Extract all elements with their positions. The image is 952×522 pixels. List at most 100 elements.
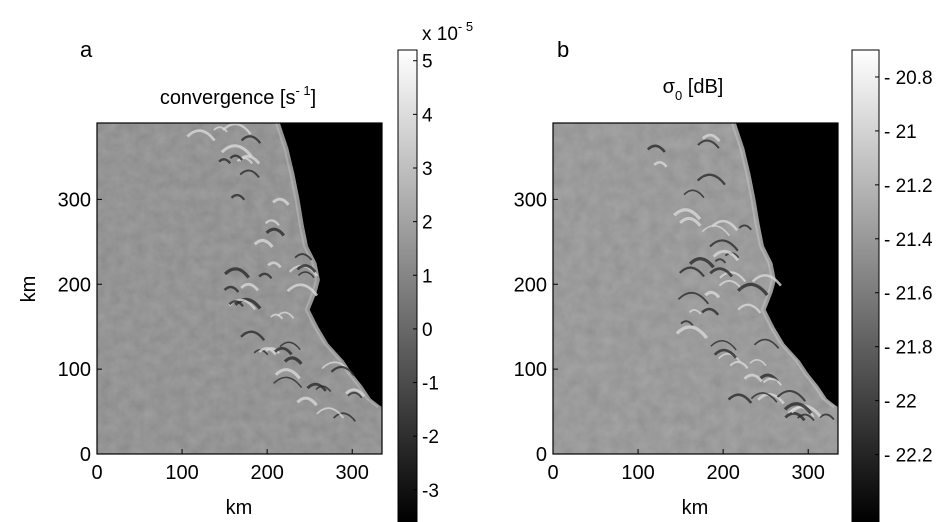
colorbar-tick-label: - 21.8: [884, 338, 933, 359]
coast-band-a: [274, 122, 379, 409]
panel-a-title-sup: - 1: [295, 83, 310, 98]
eddy-streak: [258, 272, 273, 280]
eddy-streak: [347, 392, 363, 399]
eddy-streak: [265, 227, 286, 237]
panel-b-title: σ0 [dB]: [663, 76, 724, 103]
colorbar-tick-label: 4: [422, 105, 433, 126]
eddy-streak: [696, 173, 726, 186]
eddy-streak: [223, 285, 240, 293]
colorbar-tick-label: 2: [422, 213, 433, 234]
eddy-streak: [294, 253, 313, 261]
colorbar-b-ticks: - 20.8 - 21 - 21.2 - 21.4 - 21.6 - 21.8 - 22 - …: [875, 68, 933, 467]
eddy-streak: [186, 129, 216, 142]
colorbar-tick-label: 1: [422, 266, 433, 287]
eddy-streak: [220, 144, 253, 158]
eddy-streak: [738, 224, 752, 231]
y-axis-b: 0 100 200 300: [514, 189, 558, 466]
panel-a-title-close: ]: [311, 87, 317, 109]
x-axis-a: 0 100 200 300: [91, 449, 369, 484]
eddy-streak: [688, 309, 702, 315]
eddy-streak: [718, 280, 743, 290]
colorbar-tick-label: - 22: [884, 392, 917, 413]
eddy-streak: [677, 292, 710, 305]
eddy-streak: [776, 390, 806, 402]
eddy-streak: [762, 377, 782, 386]
x-tick-label: 300: [336, 462, 369, 484]
panel-a-title: convergence [s- 1]: [160, 83, 316, 109]
eddy-streak: [306, 382, 327, 392]
coast-band-b: [730, 122, 835, 409]
eddy-streak: [701, 225, 730, 237]
eddy-streak: [709, 239, 739, 252]
colorbar-a-multiplier-exp: - 5: [458, 19, 473, 34]
plot-area-b: [552, 122, 839, 455]
panel-label-b: b: [557, 37, 569, 62]
eddy-streak: [711, 219, 739, 232]
colorbar-b-gradient: [851, 49, 880, 522]
eddy-streak: [714, 258, 727, 264]
colorbar-a-ticks: 5 4 3 2 1 0 -1 -2 -3: [413, 52, 439, 502]
y-tick-label: 300: [514, 189, 547, 211]
colorbar-b: - 20.8 - 21 - 21.2 - 21.4 - 21.6 - 21.8 - 22 - …: [851, 49, 933, 522]
eddy-streak: [273, 376, 303, 389]
eddy-streak: [750, 392, 778, 403]
colorbar-a-multiplier: x 10- 5: [422, 19, 473, 45]
colorbar-tick-label: - 21: [884, 122, 917, 143]
eddy-streak: [283, 356, 303, 365]
panel-a-title-main: convergence [s: [160, 87, 296, 109]
eddy-streak: [712, 249, 740, 262]
eddy-streak: [737, 303, 762, 314]
eddy-streak: [273, 346, 293, 356]
eddy-streak: [679, 266, 705, 278]
colorbar-tick-label: -2: [422, 427, 439, 448]
eddy-streak: [213, 126, 228, 133]
eddy-streak: [234, 297, 262, 310]
eddy-streak: [701, 307, 720, 316]
y-tick-label: 0: [536, 444, 547, 466]
y-tick-label: 200: [514, 274, 547, 296]
eddy-streak: [784, 412, 806, 422]
panel-label-a: a: [80, 37, 93, 62]
eddy-streak: [264, 219, 280, 227]
panel-b-title-main: σ: [663, 76, 676, 98]
eddy-streak: [296, 396, 318, 407]
eddy-streak: [749, 359, 767, 367]
eddy-streak: [316, 407, 345, 419]
eddy-streak: [267, 261, 282, 269]
eddy-streak: [229, 154, 244, 161]
colorbar-tick-label: -1: [422, 374, 439, 395]
eddy-streak: [796, 413, 815, 422]
eddy-streak: [704, 290, 721, 299]
panel-b-title-sub: 0: [675, 88, 682, 103]
plot-area-a: [96, 122, 383, 455]
eddy-streak: [258, 347, 277, 356]
eddy-streak: [743, 373, 763, 383]
eddy-streak: [709, 267, 734, 278]
eddy-streak: [683, 189, 705, 199]
eddy-streak: [679, 216, 702, 227]
eddy-streak: [240, 330, 266, 341]
eddy-streak: [296, 264, 317, 273]
eddy-streak: [230, 193, 246, 201]
colorbar-tick-label: - 21.6: [884, 284, 933, 305]
x-label-a: km: [226, 497, 253, 519]
eddy-streak: [274, 368, 301, 380]
eddy-streak: [751, 274, 782, 287]
eddy-streak: [222, 123, 252, 135]
eddy-streak: [345, 388, 366, 398]
y-tick-label: 200: [58, 274, 91, 296]
eddy-streak: [286, 283, 319, 297]
eddy-streak: [272, 197, 290, 206]
eddy-streak: [819, 413, 835, 421]
eddy-streak: [315, 385, 332, 393]
eddy-streak: [737, 282, 769, 297]
eddy-features-a: [186, 123, 366, 422]
colorbar-tick-label: 3: [422, 159, 433, 180]
eddy-streak: [787, 406, 815, 418]
panel-b-title-close: [dB]: [682, 76, 723, 98]
y-axis-a: 0 100 200 300: [58, 189, 102, 466]
x-tick-label: 100: [165, 462, 198, 484]
eddy-streak: [713, 348, 737, 359]
eddy-streak: [239, 169, 260, 178]
